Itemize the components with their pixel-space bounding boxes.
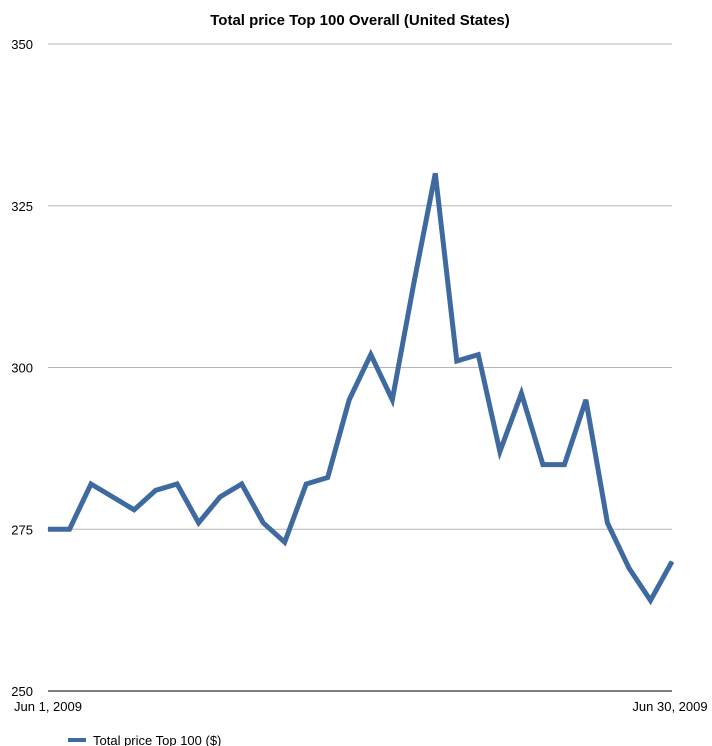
data-point xyxy=(563,464,565,466)
data-point xyxy=(262,522,264,524)
series-layer xyxy=(47,172,675,606)
legend-label: Total price Top 100 ($) xyxy=(93,733,221,746)
data-point xyxy=(327,477,329,478)
y-axis-ticks: 250 275 300 325 350 xyxy=(11,37,33,699)
data-point xyxy=(47,528,49,530)
data-point xyxy=(585,399,587,401)
data-point xyxy=(650,599,651,601)
x-tick-label-end: Jun 30, 2009 xyxy=(632,699,707,714)
data-point xyxy=(456,360,458,362)
data-point xyxy=(628,567,630,569)
data-point xyxy=(542,464,544,466)
data-point xyxy=(90,483,92,485)
data-point xyxy=(671,561,673,563)
y-tick-label-275: 275 xyxy=(11,522,33,537)
data-point xyxy=(348,399,350,401)
y-tick-label-350: 350 xyxy=(11,37,33,52)
data-point xyxy=(477,354,479,356)
data-point xyxy=(219,496,221,498)
data-point xyxy=(198,522,200,524)
data-point xyxy=(413,282,415,284)
chart-title: Total price Top 100 Overall (United Stat… xyxy=(210,12,510,29)
data-point xyxy=(176,483,178,485)
data-point xyxy=(155,489,157,491)
y-tick-label-325: 325 xyxy=(11,199,33,214)
gridlines xyxy=(48,43,672,530)
series-line-0 xyxy=(48,172,675,606)
data-point xyxy=(499,451,501,453)
data-point xyxy=(284,541,286,543)
data-point xyxy=(305,483,307,485)
data-point xyxy=(370,354,372,356)
legend: Total price Top 100 ($) xyxy=(68,733,221,746)
data-point xyxy=(434,172,436,174)
data-point xyxy=(133,509,135,511)
data-point xyxy=(606,522,608,524)
data-point xyxy=(391,399,393,401)
x-tick-label-start: Jun 1, 2009 xyxy=(14,699,82,714)
data-point xyxy=(520,392,522,394)
data-point xyxy=(241,483,243,485)
y-tick-label-300: 300 xyxy=(11,361,33,376)
data-point xyxy=(112,496,114,498)
y-tick-label-250: 250 xyxy=(11,684,33,699)
data-point xyxy=(69,528,70,530)
